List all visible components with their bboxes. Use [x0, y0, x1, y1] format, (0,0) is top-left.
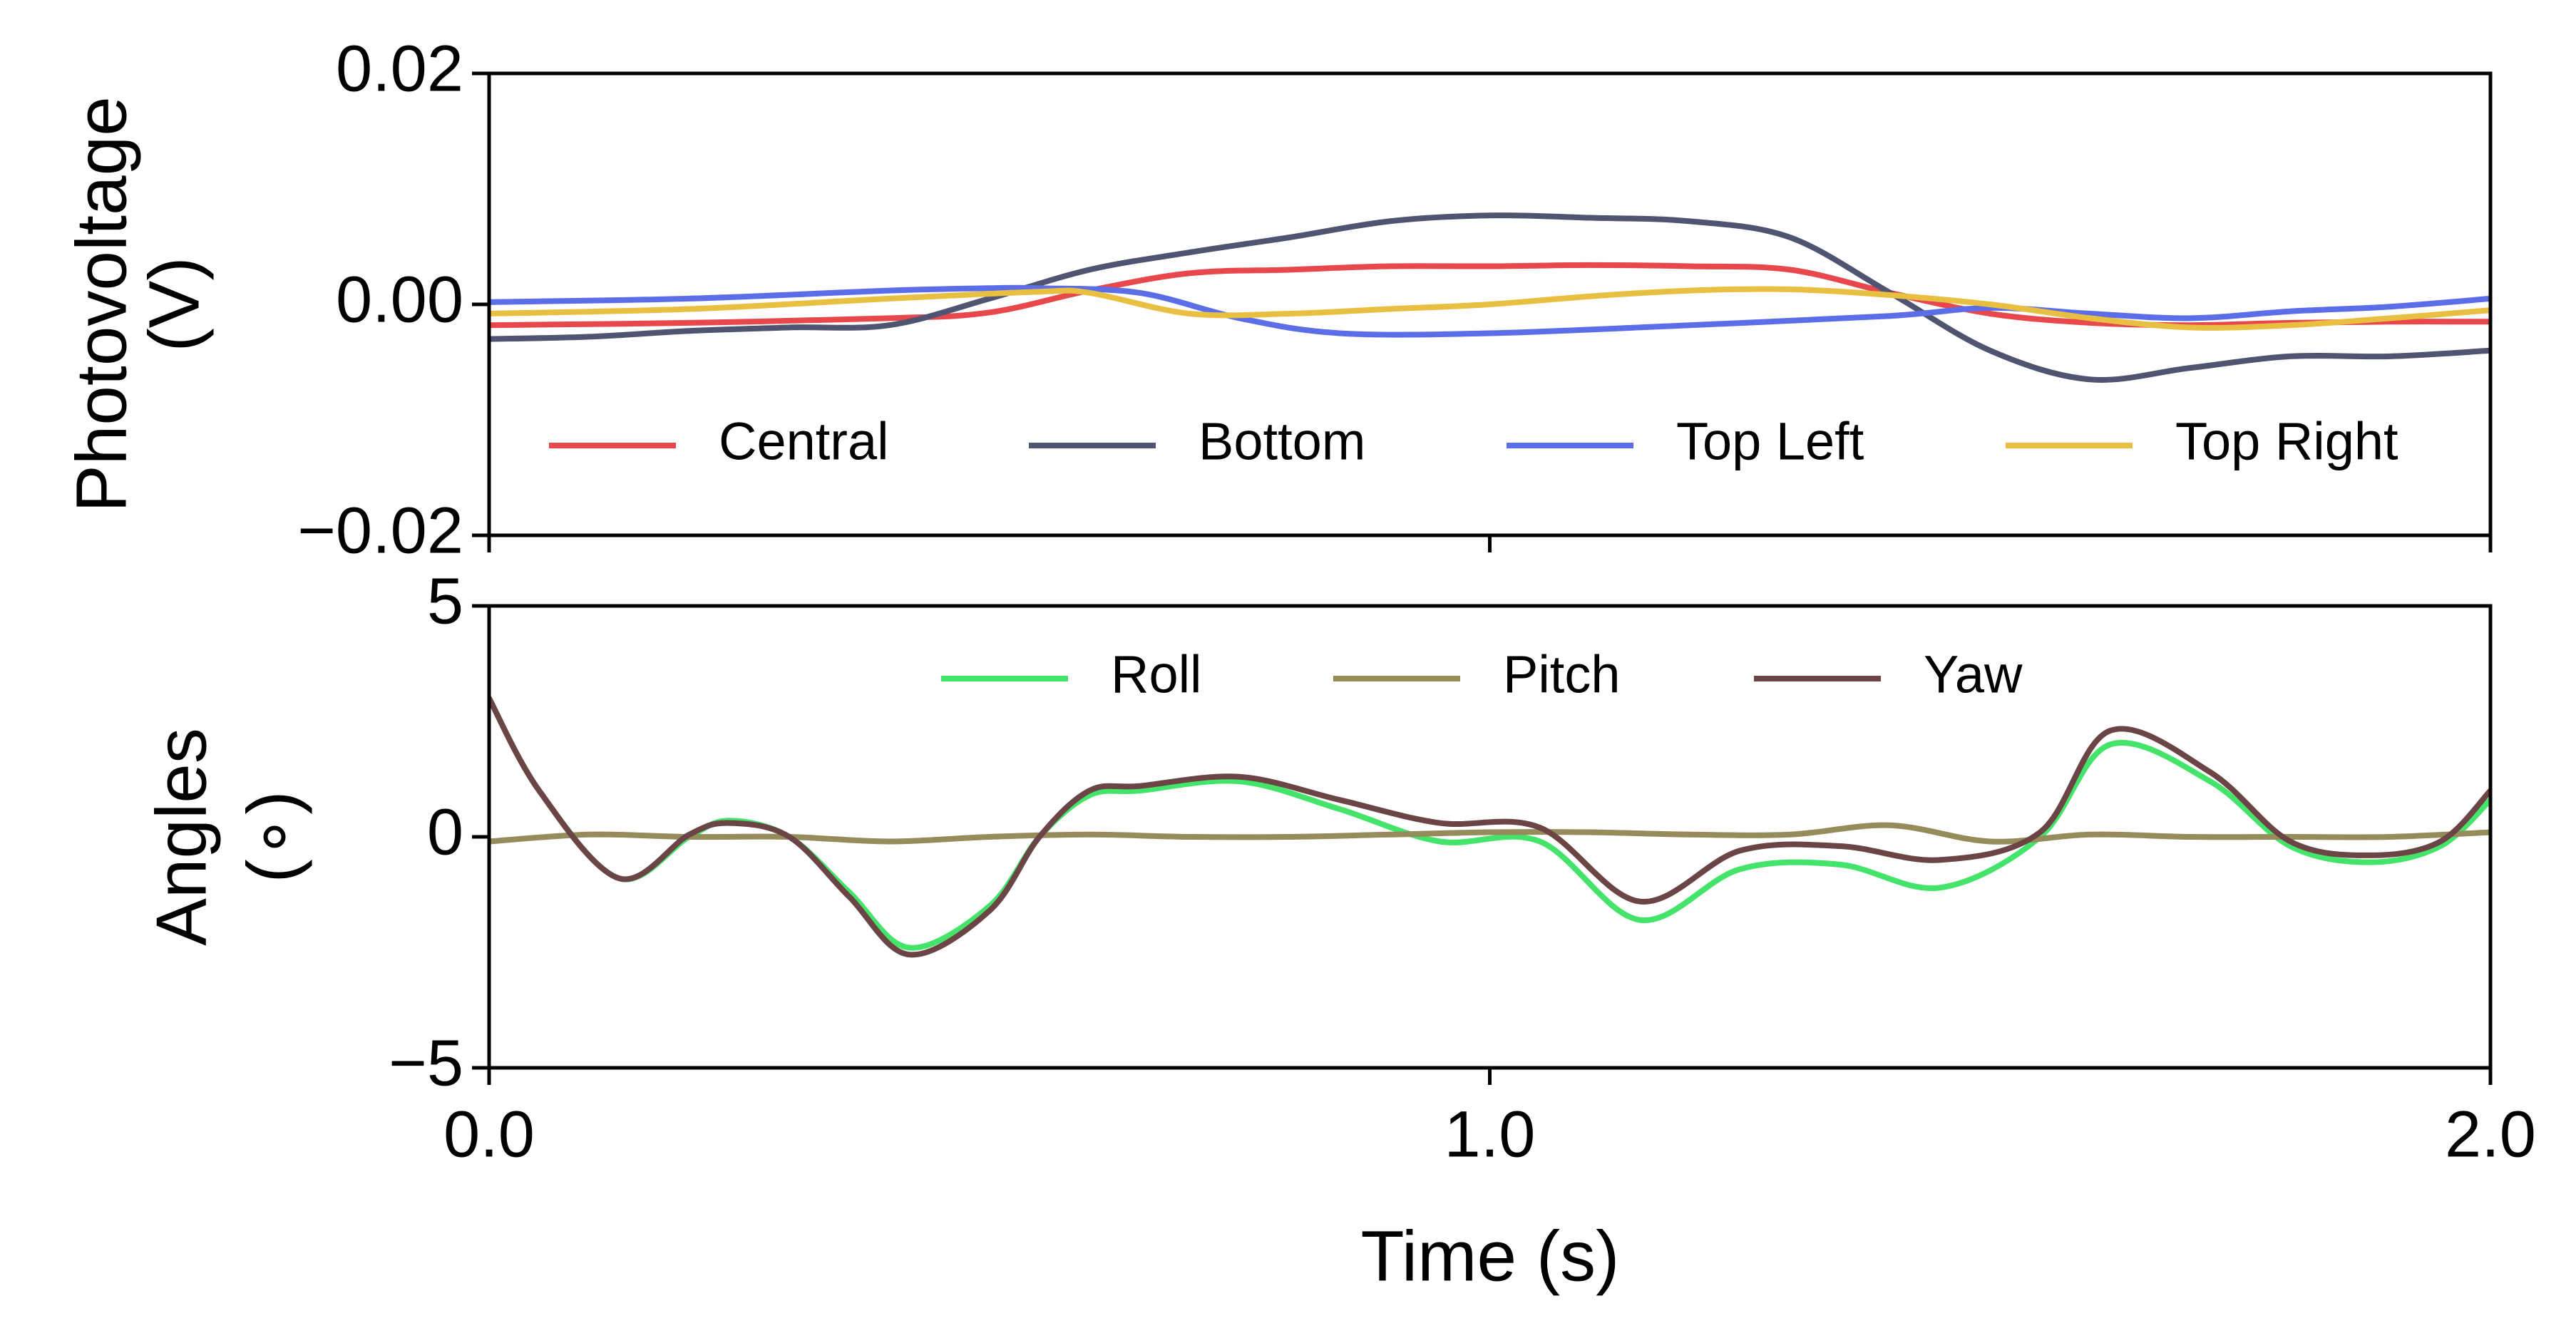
legend-label-bottom: Bottom: [1199, 412, 1365, 471]
legend-label-yaw: Yaw: [1924, 645, 2023, 704]
photovoltage-series-lines: [489, 212, 2490, 383]
legend-label-top-left: Top Left: [1676, 412, 1864, 471]
angles-series-lines: [489, 695, 2490, 958]
angles-y-tick-label: −5: [389, 1026, 463, 1099]
angles-x-tick-label: 0.0: [443, 1098, 535, 1170]
photovoltage-y-tick-label: 0.02: [336, 32, 463, 105]
angles-ticks: −5 0 5 0.0 1.0 2.0: [389, 565, 2536, 1170]
legend-label-pitch: Pitch: [1503, 645, 1621, 704]
x-axis-title: Time (s): [1361, 1216, 1620, 1296]
photovoltage-ylabel-line1: Photovoltage: [61, 96, 141, 513]
series-line-top-right: [489, 286, 2490, 331]
photovoltage-y-tick-label: 0.00: [336, 263, 463, 336]
photovoltage-ticks: −0.02 0.00 0.02: [297, 32, 2493, 567]
legend-label-roll: Roll: [1111, 645, 1201, 704]
photovoltage-legend: Central Bottom Top Left Top Right: [549, 412, 2398, 471]
angles-ylabel-line1: Angles: [141, 728, 221, 946]
series-line-bottom: [489, 212, 2490, 383]
legend-label-central: Central: [719, 412, 889, 471]
angles-x-tick-label: 1.0: [1444, 1098, 1536, 1170]
series-line-top-left: [489, 284, 2490, 338]
angles-y-tick-label: 5: [427, 565, 463, 637]
angles-legend: Roll Pitch Yaw: [941, 645, 2023, 704]
series-line-pitch: [489, 822, 2490, 845]
angles-y-tick-label: 0: [427, 796, 463, 868]
photovoltage-y-tick-label: −0.02: [297, 494, 463, 567]
legend-label-top-right: Top Right: [2175, 412, 2398, 471]
angles-panel: −5 0 5 0.0 1.0 2.0 Roll Pitch Yaw Angles (∘) Ti…: [141, 565, 2536, 1296]
angles-ylabel-line2: (∘): [232, 791, 312, 882]
photovoltage-ylabel-line2: (V): [134, 257, 214, 351]
photovoltage-panel: −0.02 0.00 0.02 Central Bottom Top Left Top R…: [61, 32, 2493, 567]
series-line-yaw: [489, 695, 2490, 958]
angles-x-tick-label: 2.0: [2445, 1098, 2536, 1170]
